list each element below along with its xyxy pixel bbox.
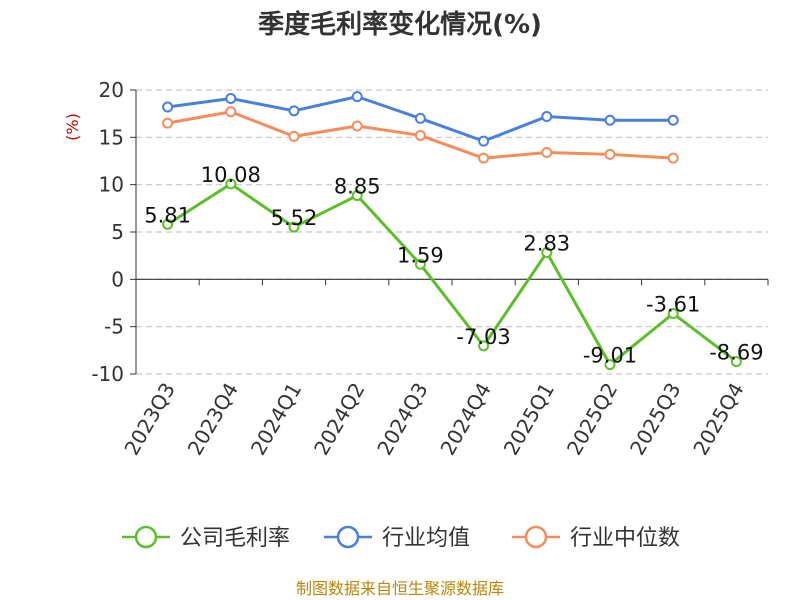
- source-note: 制图数据来自恒生聚源数据库: [296, 579, 504, 598]
- data-point: [351, 120, 363, 132]
- x-tick-label: 2024Q3: [372, 379, 432, 460]
- chart-title: 季度毛利率变化情况(%): [258, 9, 542, 40]
- x-tick-label: 2024Q2: [309, 379, 369, 460]
- legend-label: 行业均值: [382, 526, 470, 551]
- data-label: 8.85: [334, 175, 381, 199]
- x-tick-label: 2023Q4: [183, 379, 243, 460]
- data-point: [414, 129, 426, 141]
- legend: 公司毛利率 行业均值 行业中位数: [122, 525, 680, 551]
- data-label: 10.08: [201, 163, 261, 187]
- y-tick-label: 5: [111, 220, 124, 244]
- y-tick-label: -5: [104, 315, 124, 339]
- data-point: [162, 218, 174, 230]
- data-point: [288, 105, 300, 117]
- data-point: [414, 112, 426, 124]
- data-point: [225, 93, 237, 105]
- data-point: [414, 258, 426, 270]
- legend-marker: [524, 525, 548, 549]
- data-point: [288, 221, 300, 233]
- data-label: 2.83: [523, 232, 570, 256]
- data-point: [225, 106, 237, 118]
- legend-label: 公司毛利率: [180, 526, 290, 551]
- data-label: 1.59: [397, 243, 444, 267]
- data-point: [604, 148, 616, 160]
- data-label: -3.61: [646, 293, 700, 317]
- y-tick-label: 0: [111, 267, 124, 291]
- data-point: [288, 130, 300, 142]
- grid: [136, 89, 768, 375]
- data-label: 5.81: [144, 203, 191, 227]
- data-label: 5.52: [271, 206, 318, 230]
- y-tick-label: 20: [99, 78, 124, 102]
- x-tick-label: 2023Q3: [119, 379, 179, 460]
- legend-label: 行业中位数: [570, 526, 680, 551]
- x-tick-label: 2025Q3: [625, 379, 685, 460]
- y-tick-label: 15: [99, 125, 124, 149]
- data-point: [541, 247, 553, 259]
- data-point: [225, 178, 237, 190]
- data-point: [351, 91, 363, 103]
- data-point: [478, 135, 490, 147]
- data-label: -8.69: [709, 341, 763, 365]
- series-layer: [162, 91, 742, 371]
- x-tick-label: 2025Q4: [688, 379, 748, 460]
- data-point: [478, 340, 490, 352]
- y-tick-label: -10: [91, 362, 124, 386]
- x-tick-label: 2024Q1: [246, 379, 306, 460]
- data-point: [162, 117, 174, 129]
- x-tick-label: 2025Q2: [562, 379, 622, 460]
- y-axis-label: (%): [63, 113, 82, 141]
- legend-marker: [336, 525, 360, 549]
- data-point: [162, 101, 174, 113]
- data-point: [667, 114, 679, 126]
- data-point: [604, 114, 616, 126]
- data-point: [541, 111, 553, 123]
- y-tick-label: 10: [99, 173, 124, 197]
- data-point: [478, 152, 490, 164]
- series-line: [166, 182, 738, 367]
- data-labels: 5.81 10.08 5.52 8.85 1.59 -7.03 2.83 -9.01 -3.61…: [144, 163, 763, 368]
- data-point: [730, 356, 742, 368]
- x-tick-label: 2024Q4: [435, 379, 495, 460]
- data-point: [541, 146, 553, 158]
- data-point: [604, 359, 616, 371]
- data-label: -9.01: [583, 344, 637, 368]
- data-point: [667, 152, 679, 164]
- data-label: -7.03: [456, 325, 510, 349]
- legend-marker: [134, 525, 158, 549]
- data-point: [351, 190, 363, 202]
- x-tick-label: 2025Q1: [499, 379, 559, 460]
- data-point: [667, 308, 679, 320]
